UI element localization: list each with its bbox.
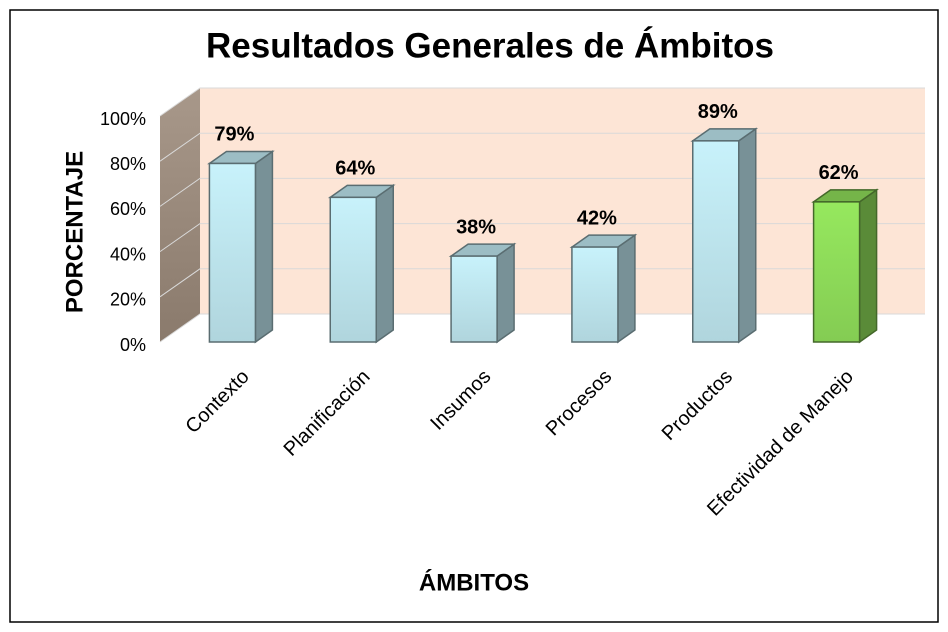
bar-side	[858, 188, 878, 344]
bar	[811, 188, 879, 344]
bar-side	[496, 242, 515, 344]
bar-side	[254, 150, 274, 344]
bar-front	[812, 201, 861, 343]
bar-side	[375, 183, 394, 344]
chart-title: Resultados Generales de Ámbitos	[206, 25, 774, 65]
grid-line	[159, 223, 925, 253]
bar	[569, 233, 638, 344]
value-label: 38%	[456, 216, 496, 238]
bar-front	[208, 162, 257, 343]
y-tick-label: 0%	[120, 335, 146, 355]
grid-line	[159, 313, 925, 343]
value-label: 64%	[335, 158, 375, 180]
side-wall	[160, 88, 200, 342]
bar-side	[617, 233, 636, 344]
bar	[690, 127, 759, 344]
grid-line	[159, 132, 925, 162]
value-label: 79%	[214, 124, 254, 146]
value-label: 89%	[698, 101, 738, 123]
grid-line	[159, 268, 925, 298]
y-tick-label: 20%	[110, 290, 146, 310]
value-label: 62%	[819, 162, 859, 184]
y-tick-label: 100%	[100, 109, 146, 129]
value-label: 42%	[577, 207, 617, 229]
y-tick-label: 80%	[110, 154, 146, 174]
bar-front	[329, 196, 377, 343]
y-tick-label: 40%	[110, 244, 146, 264]
bar-front	[571, 246, 619, 343]
y-tick-label: 60%	[110, 199, 146, 219]
grid-line	[159, 177, 925, 207]
bar-front	[692, 140, 740, 343]
bar	[448, 242, 517, 344]
bar	[207, 150, 275, 344]
bar-front	[450, 255, 498, 343]
bar-side	[738, 127, 757, 344]
y-axis-title: PORCENTAJE	[61, 151, 88, 313]
x-axis-title: ÁMBITOS	[419, 568, 529, 596]
grid-line	[159, 87, 925, 117]
bar	[327, 183, 396, 344]
